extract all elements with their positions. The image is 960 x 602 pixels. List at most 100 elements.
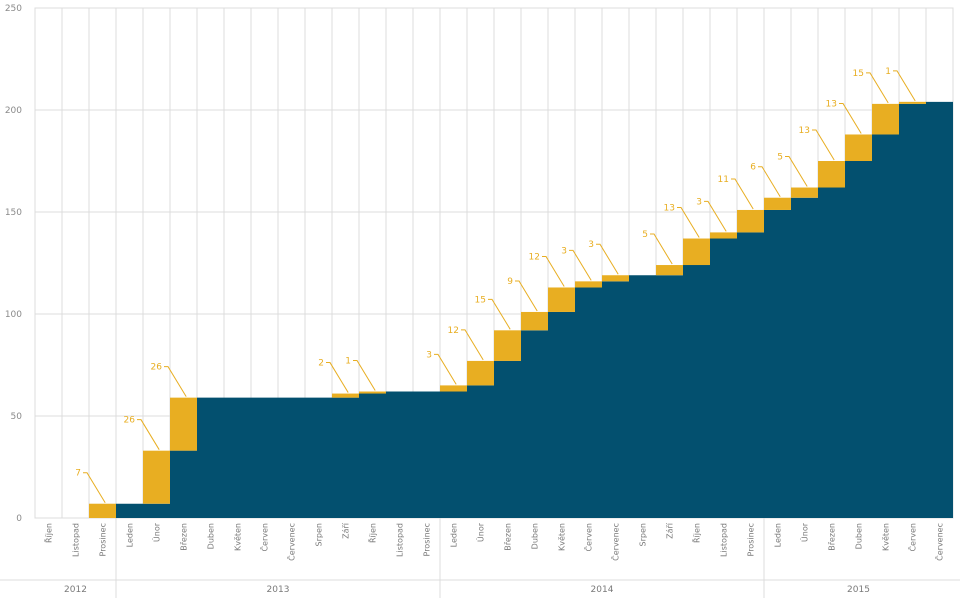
increment-bar	[791, 187, 818, 198]
x-tick-label: Srpen	[315, 523, 324, 546]
cumulative-area	[35, 101, 953, 518]
year-label: 2014	[591, 585, 614, 595]
increment-bar	[494, 330, 521, 361]
data-label: 26	[124, 416, 136, 426]
x-tick-label: Březen	[828, 523, 837, 551]
x-tick-label: Prosinec	[747, 523, 756, 556]
data-label: 15	[853, 69, 864, 79]
data-label-leader	[812, 129, 835, 161]
x-tick-label: Září	[666, 522, 675, 539]
x-tick-label: Květen	[882, 523, 891, 551]
x-tick-label: Duben	[855, 523, 864, 549]
x-tick-label: Leden	[774, 523, 783, 547]
x-tick-label: Červenec	[610, 523, 621, 561]
data-label-leader	[704, 200, 727, 232]
increment-bar	[899, 101, 926, 104]
data-label-leader	[353, 360, 376, 391]
data-label: 2	[318, 359, 324, 369]
data-label: 3	[696, 197, 702, 207]
increment-bar	[359, 391, 386, 394]
increment-bar	[602, 275, 629, 282]
data-label: 13	[826, 99, 837, 109]
increment-bar	[845, 134, 872, 161]
x-tick-label: Listopad	[396, 523, 405, 557]
increment-bar	[440, 385, 467, 392]
x-tick-label: Červenec	[286, 523, 297, 561]
data-label-leader	[731, 178, 754, 210]
increment-bar	[872, 103, 899, 135]
data-label: 13	[799, 126, 810, 136]
data-label-leader	[137, 419, 160, 450]
increment-bar	[467, 360, 494, 386]
increment-bar	[143, 450, 170, 504]
x-tick-label: Prosinec	[99, 523, 108, 556]
increment-bar	[683, 238, 710, 266]
x-tick-label: Duben	[531, 523, 540, 549]
data-label: 26	[151, 363, 163, 373]
data-label: 1	[885, 67, 891, 77]
increment-bar	[818, 161, 845, 188]
area-series	[35, 101, 953, 518]
increment-bar	[656, 265, 683, 276]
increment-bar	[521, 311, 548, 331]
y-tick-label: 50	[11, 412, 23, 422]
data-label: 15	[475, 295, 486, 305]
increment-bar	[170, 397, 197, 451]
x-tick-label: Únor	[151, 522, 162, 542]
y-tick-label: 250	[5, 4, 22, 14]
x-tick-label: Únor	[475, 522, 486, 542]
x-tick-label: Červen	[259, 523, 270, 552]
data-label-leader	[326, 362, 349, 393]
increment-bar	[89, 503, 116, 518]
data-label-leader	[542, 255, 565, 287]
data-label: 3	[588, 240, 594, 250]
increment-bar	[575, 281, 602, 288]
x-tick-label: Květen	[234, 523, 243, 551]
year-label: 2015	[847, 585, 870, 595]
data-label-leader	[866, 72, 889, 104]
data-label-leader	[785, 156, 808, 187]
data-label-leader	[677, 207, 700, 238]
data-label-leader	[758, 166, 781, 197]
x-tick-label: Duben	[207, 523, 216, 549]
x-tick-label: Říjen	[692, 523, 702, 543]
increment-bar	[764, 197, 791, 210]
y-tick-label: 100	[5, 310, 22, 320]
year-label: 2012	[64, 585, 87, 595]
increment-bar	[737, 209, 764, 233]
y-tick-label: 200	[5, 106, 22, 116]
data-label: 9	[507, 277, 513, 287]
data-label: 12	[448, 326, 459, 336]
data-label-leader	[893, 70, 916, 102]
y-axis: 0 50 100 150 200 250	[5, 4, 22, 524]
data-label: 5	[642, 230, 648, 240]
data-label: 6	[750, 163, 756, 173]
x-tick-label: Leden	[450, 523, 459, 547]
x-tick-label: Září	[342, 522, 351, 539]
x-tick-label: Říjen	[44, 523, 54, 543]
data-label-leader	[515, 280, 538, 312]
data-label-leader	[434, 353, 457, 385]
data-label: 5	[777, 153, 783, 163]
x-tick-label: Říjen	[368, 523, 378, 543]
x-tick-label: Únor	[799, 522, 810, 542]
data-label: 7	[75, 469, 81, 479]
data-label: 3	[561, 246, 567, 256]
data-label-leader	[164, 366, 187, 397]
data-label: 13	[664, 204, 675, 214]
data-label: 3	[426, 350, 432, 360]
y-tick-label: 0	[16, 514, 22, 524]
x-tick-label: Červenec	[934, 523, 945, 561]
data-label: 12	[529, 252, 540, 262]
x-tick-label: Březen	[180, 523, 189, 551]
x-tick-label: Březen	[504, 523, 513, 551]
increment-bar	[548, 287, 575, 312]
x-tick-label: Srpen	[639, 523, 648, 546]
y-tick-label: 150	[5, 208, 22, 218]
data-label-leader	[569, 249, 592, 281]
x-tick-label: Listopad	[72, 523, 81, 557]
data-label-leader	[839, 102, 862, 134]
increment-bar	[710, 232, 737, 239]
data-label: 11	[718, 175, 729, 185]
